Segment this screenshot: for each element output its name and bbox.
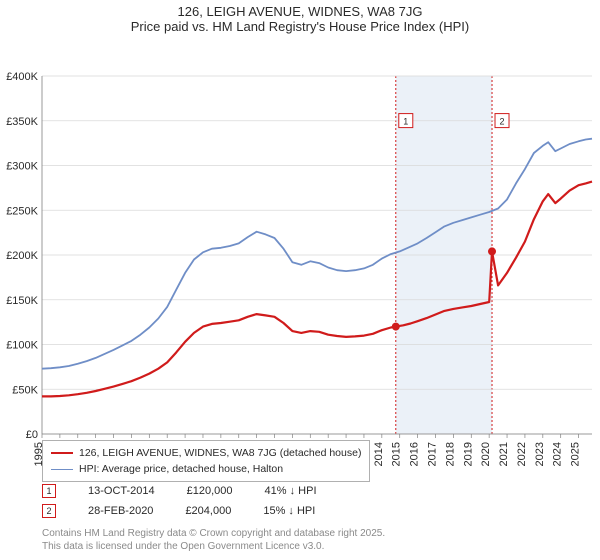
- legend-row: HPI: Average price, detached house, Halt…: [51, 461, 361, 477]
- legend-swatch: [51, 452, 73, 454]
- sale-row-marker: 1: [42, 484, 56, 498]
- y-tick-label: £350K: [6, 116, 38, 128]
- attribution-text: Contains HM Land Registry data © Crown c…: [42, 528, 385, 553]
- y-tick-label: £150K: [6, 295, 38, 307]
- x-tick-label: 2024: [552, 442, 564, 466]
- sale-row-date: 13-OCT-2014: [88, 485, 155, 497]
- x-tick-label: 2018: [444, 442, 456, 466]
- y-tick-label: £250K: [6, 205, 38, 217]
- y-tick-label: £50K: [12, 384, 38, 396]
- series-hpi: [42, 139, 592, 369]
- x-tick-label: 2020: [480, 442, 492, 466]
- sale-row-price: £120,000: [187, 485, 233, 497]
- x-tick-label: 2019: [462, 442, 474, 466]
- plot-wrapper: £0 £50K £100K £150K £200K £250K £300K £350K £400…: [0, 34, 600, 474]
- chart-title-block: 126, LEIGH AVENUE, WIDNES, WA8 7JG Price…: [0, 0, 600, 34]
- legend-swatch: [51, 469, 73, 470]
- x-tick-label: 2022: [516, 442, 528, 466]
- sale-row-delta: 41% ↓ HPI: [265, 485, 317, 497]
- y-tick-label: £100K: [6, 340, 38, 352]
- x-tick-label: 2015: [391, 442, 403, 466]
- chart-title-line1: 126, LEIGH AVENUE, WIDNES, WA8 7JG: [0, 4, 600, 19]
- price-hpi-chart: £0 £50K £100K £150K £200K £250K £300K £350K £400…: [0, 34, 600, 474]
- legend-box: 126, LEIGH AVENUE, WIDNES, WA8 7JG (deta…: [42, 440, 370, 482]
- y-tick-label: £0: [26, 429, 38, 441]
- sale-marker-2: 2: [500, 117, 505, 127]
- series-price_paid: [42, 182, 592, 397]
- sale-row-1: 1 13-OCT-2014 £120,000 41% ↓ HPI: [42, 484, 317, 498]
- legend-row: 126, LEIGH AVENUE, WIDNES, WA8 7JG (deta…: [51, 445, 361, 461]
- sale-row-2: 2 28-FEB-2020 £204,000 15% ↓ HPI: [42, 504, 315, 518]
- sale-row-date: 28-FEB-2020: [88, 505, 153, 517]
- attribution-line1: Contains HM Land Registry data © Crown c…: [42, 528, 385, 541]
- legend-label: 126, LEIGH AVENUE, WIDNES, WA8 7JG (deta…: [79, 447, 361, 459]
- chart-title-line2: Price paid vs. HM Land Registry's House …: [0, 19, 600, 34]
- sale-row-price: £204,000: [185, 505, 231, 517]
- attribution-line2: This data is licensed under the Open Gov…: [42, 541, 385, 554]
- x-tick-label: 2017: [426, 442, 438, 466]
- sale-marker-1: 1: [403, 117, 408, 127]
- x-tick-label: 2021: [498, 442, 510, 466]
- legend-label: HPI: Average price, detached house, Halt…: [79, 463, 283, 475]
- sale-row-marker: 2: [42, 504, 56, 518]
- y-tick-label: £200K: [6, 250, 38, 262]
- y-tick-label: £400K: [6, 71, 38, 83]
- y-tick-label: £300K: [6, 161, 38, 173]
- sale-row-delta: 15% ↓ HPI: [263, 505, 315, 517]
- x-tick-label: 2014: [373, 442, 385, 466]
- x-tick-label: 2016: [409, 442, 421, 466]
- x-tick-label: 2023: [534, 442, 546, 466]
- x-tick-label: 2025: [570, 442, 582, 466]
